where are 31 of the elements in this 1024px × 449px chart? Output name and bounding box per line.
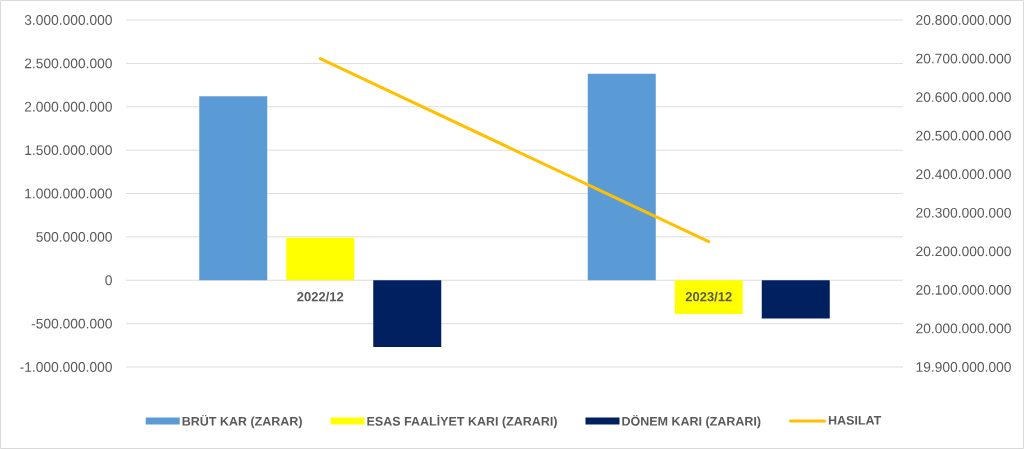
bar (373, 280, 442, 348)
bar (587, 73, 656, 281)
y2-tick-label: 20.400.000.000 (916, 169, 1011, 180)
x-tick-label: 2022/12 (297, 291, 344, 302)
y-tick-label: 1.000.000.000 (25, 188, 112, 199)
y2-tick-label: 20.800.000.000 (916, 15, 1011, 25)
legend-label: DÖNEM KARI (ZARARI) (622, 414, 761, 429)
bar (674, 280, 743, 315)
y2-tick-label: 20.700.000.000 (916, 53, 1011, 64)
legend-label: BRÜT KAR (ZARAR) (182, 414, 302, 429)
bar (761, 280, 830, 319)
y-tick-label: -500.000.000 (31, 318, 112, 329)
y-tick-label: 3.000.000.000 (24, 15, 112, 25)
y-tick-label: 500.000.000 (36, 231, 112, 242)
y-tick-label: 0 (105, 275, 112, 286)
legend-label: HASILAT (828, 415, 882, 425)
bar (199, 96, 268, 281)
y-tick-label: -1.000.000.000 (20, 362, 112, 372)
y-tick-label: 2.000.000.000 (24, 101, 112, 112)
y2-tick-label: 19.900.000.000 (916, 362, 1011, 372)
y2-tick-label: 20.300.000.000 (916, 207, 1011, 218)
y2-tick-label: 20.200.000.000 (916, 246, 1011, 257)
y2-tick-label: 20.500.000.000 (916, 130, 1011, 141)
x-tick-label: 2023/12 (685, 291, 732, 302)
y2-tick-label: 20.100.000.000 (916, 285, 1011, 295)
bar (286, 237, 355, 281)
y-tick-label: 2.500.000.000 (24, 58, 112, 69)
y-tick-label: 1.500.000.000 (25, 145, 112, 156)
legend-label: ESAS FAALİYET KARI (ZARARI) (367, 414, 557, 429)
y2-tick-label: 20.000.000.000 (916, 323, 1011, 334)
y2-tick-label: 20.600.000.000 (916, 92, 1011, 102)
